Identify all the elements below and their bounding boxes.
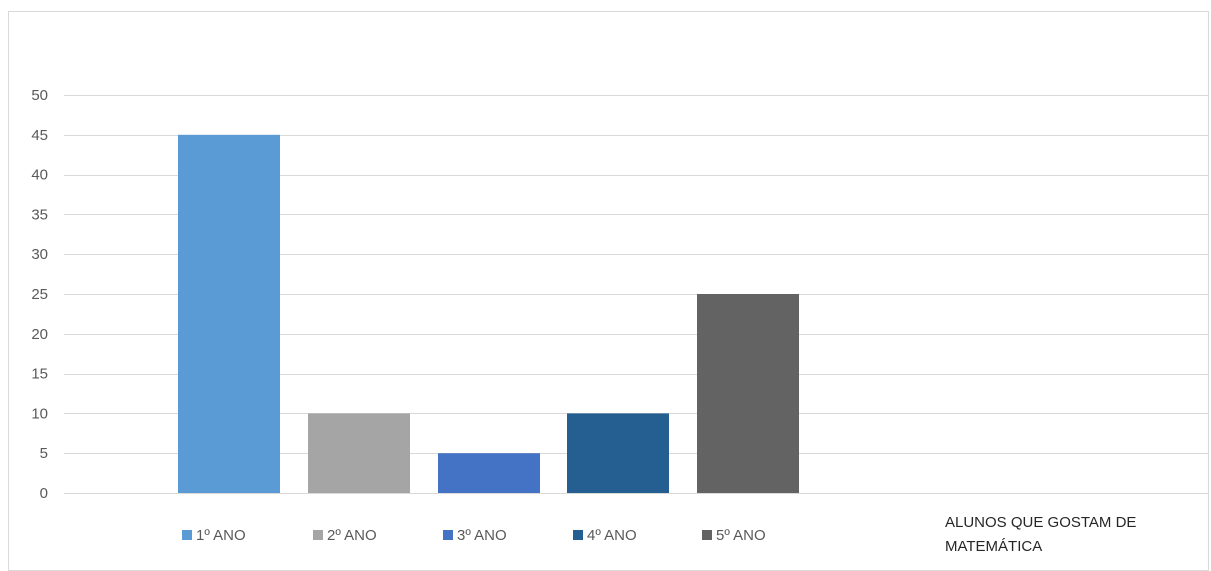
bar-2 <box>308 413 410 493</box>
legend-item-2: 2º ANO <box>313 527 377 544</box>
bar-3 <box>438 453 540 493</box>
y-tick-label: 35 <box>31 206 48 223</box>
y-tick-label: 10 <box>31 405 48 422</box>
legend-item-3: 3º ANO <box>443 527 507 544</box>
side-caption: ALUNOS QUE GOSTAM DE MATEMÁTICA <box>945 514 1141 555</box>
y-tick-label: 15 <box>31 366 48 383</box>
bars <box>178 134 799 494</box>
legend: 1º ANO 2º ANO 3º ANO 4º ANO 5º ANO <box>182 527 766 544</box>
y-tick-label: 20 <box>31 326 48 343</box>
legend-label: 3º ANO <box>457 527 507 544</box>
bar-1 <box>178 134 280 494</box>
side-caption-line-1: ALUNOS QUE GOSTAM DE <box>945 514 1136 531</box>
y-tick-label: 30 <box>31 246 48 263</box>
y-axis-ticks: 0 5 10 15 20 25 30 35 40 45 50 <box>31 87 48 502</box>
legend-label: 5º ANO <box>716 527 766 544</box>
legend-label: 1º ANO <box>196 527 246 544</box>
y-tick-label: 40 <box>31 167 48 184</box>
y-tick-label: 25 <box>31 286 48 303</box>
legend-item-4: 4º ANO <box>573 527 637 544</box>
bar-4 <box>567 413 669 493</box>
legend-swatch <box>313 530 323 540</box>
y-tick-label: 0 <box>40 485 48 502</box>
side-caption-line-2: MATEMÁTICA <box>945 538 1042 555</box>
y-tick-label: 45 <box>31 127 48 144</box>
y-tick-label: 5 <box>40 445 48 462</box>
y-tick-label: 50 <box>31 87 48 104</box>
legend-swatch <box>443 530 453 540</box>
legend-swatch <box>182 530 192 540</box>
legend-item-5: 5º ANO <box>702 527 766 544</box>
legend-label: 4º ANO <box>587 527 637 544</box>
legend-swatch <box>573 530 583 540</box>
legend-label: 2º ANO <box>327 527 377 544</box>
legend-swatch <box>702 530 712 540</box>
legend-item-1: 1º ANO <box>182 527 246 544</box>
bar-5 <box>697 294 799 493</box>
